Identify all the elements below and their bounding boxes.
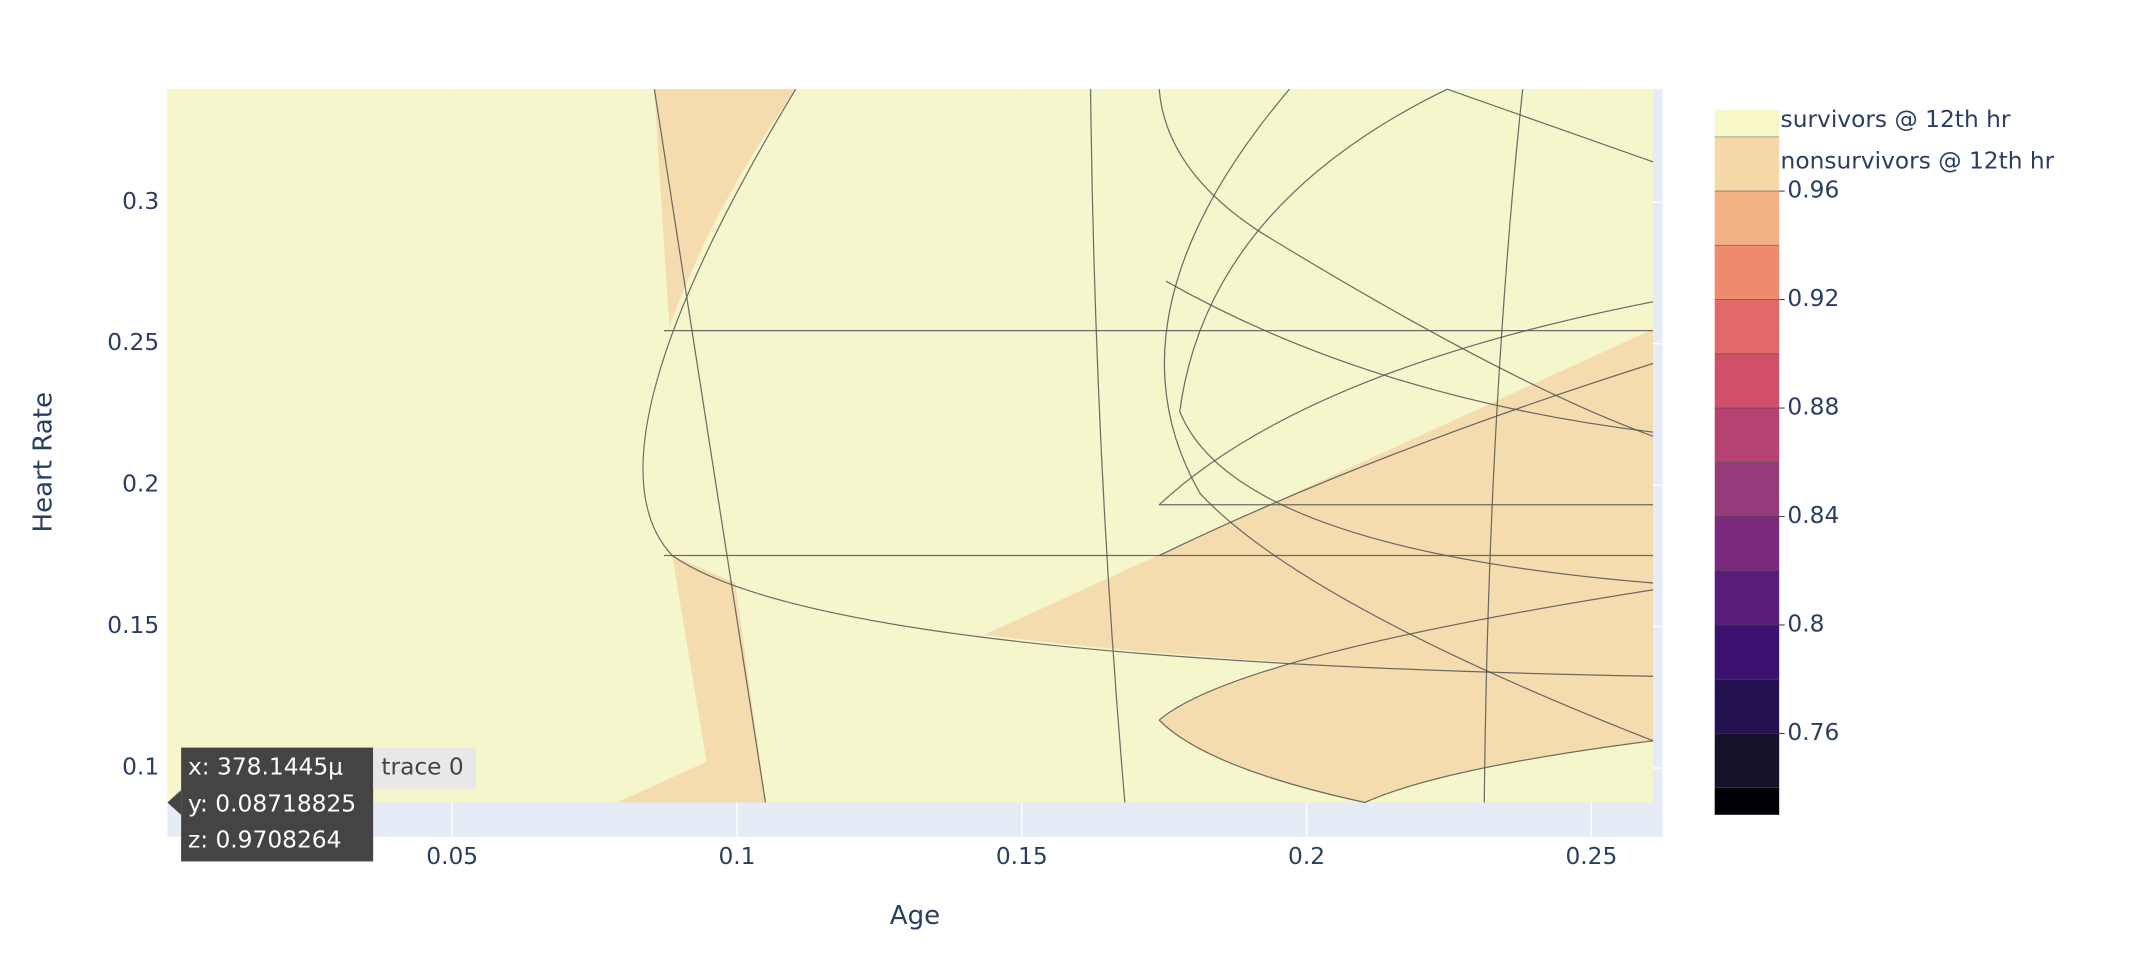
colorbar-tick-label: 0.88 [1787, 394, 1839, 421]
hover-text: z: 0.9708264 [188, 826, 341, 853]
contour-line [1483, 89, 1524, 803]
colorbar-band [1714, 462, 1780, 517]
y-tick-label: 0.1 [122, 754, 159, 781]
contour-line [1158, 719, 1654, 804]
contour-line [1163, 88, 1654, 742]
y-axis-title: Heart Rate [28, 392, 58, 533]
colorbar-tick-label: 0.76 [1787, 719, 1839, 746]
contour-line [1179, 88, 1654, 584]
x-tick-label: 0.15 [996, 843, 1048, 870]
contour-region [654, 89, 796, 327]
legend-label: survivors @ 12th hr [1781, 106, 2011, 133]
x-tick-label: 0.1 [718, 843, 755, 870]
colorbar-band [1714, 624, 1780, 680]
contour-line [1447, 88, 1654, 163]
colorbar-tick-label: 0.92 [1787, 285, 1839, 312]
x-axis-title: Age [890, 901, 940, 931]
hover-pointer [167, 790, 182, 815]
contour-line [1165, 280, 1654, 433]
x-tick-label: 0.2 [1288, 843, 1325, 870]
hover-text: x: 378.1445μ [188, 754, 343, 781]
hover-label: x: 378.1445μ y: 0.08718825 z: 0.9708264 … [167, 747, 477, 862]
tick-labels: 0.05 0.1 0.15 0.2 0.25 0.1 0.15 0.2 0.25 0.3 [107, 188, 1617, 870]
hover-trace-box [373, 747, 477, 789]
hover-trace-name: trace 0 [381, 754, 463, 781]
legend-label: nonsurvivors @ 12th hr [1781, 147, 2055, 174]
colorbar-band [1714, 679, 1780, 734]
contour-lines [642, 88, 1654, 804]
colorbar-tick-label: 0.8 [1787, 610, 1824, 637]
colorbar: 0.76 0.8 0.84 0.88 0.92 0.96 [1714, 109, 1839, 815]
contour-line [1158, 589, 1654, 721]
hover-box [181, 747, 374, 862]
colorbar-band [1714, 733, 1780, 788]
colorbar-tick-label: 0.84 [1787, 502, 1839, 529]
colorbar-band [1714, 408, 1780, 463]
contour-line [653, 89, 767, 803]
colorbar-tick-label: 0.96 [1787, 177, 1839, 204]
contour-region [672, 555, 766, 803]
y-tick-label: 0.25 [107, 329, 159, 356]
colorbar-band [1714, 136, 1780, 192]
y-tick-label: 0.2 [122, 471, 159, 498]
colorbar-band [1714, 516, 1780, 571]
x-tick-label: 0.25 [1565, 843, 1617, 870]
y-tick-label: 0.3 [122, 188, 159, 215]
contour-line [1158, 301, 1654, 506]
colorbar-band [1714, 570, 1780, 625]
colorbar-band [1714, 109, 1780, 137]
colorbar-band [1714, 245, 1780, 300]
colorbar-band [1714, 353, 1780, 409]
contour-region [1159, 589, 1653, 803]
colorbar-band [1714, 191, 1780, 246]
contour-line [642, 88, 1654, 677]
contour-fill [167, 89, 1653, 803]
colorbar-band [1714, 299, 1780, 354]
contour-line [1158, 362, 1654, 557]
y-tick-label: 0.15 [107, 612, 159, 639]
hover-text: y: 0.08718825 [188, 791, 356, 818]
contour-line [1158, 89, 1654, 437]
contour-line [1089, 89, 1126, 803]
x-tick-label: 0.05 [426, 843, 478, 870]
contour-region [1495, 555, 1653, 590]
colorbar-band [1714, 787, 1780, 815]
